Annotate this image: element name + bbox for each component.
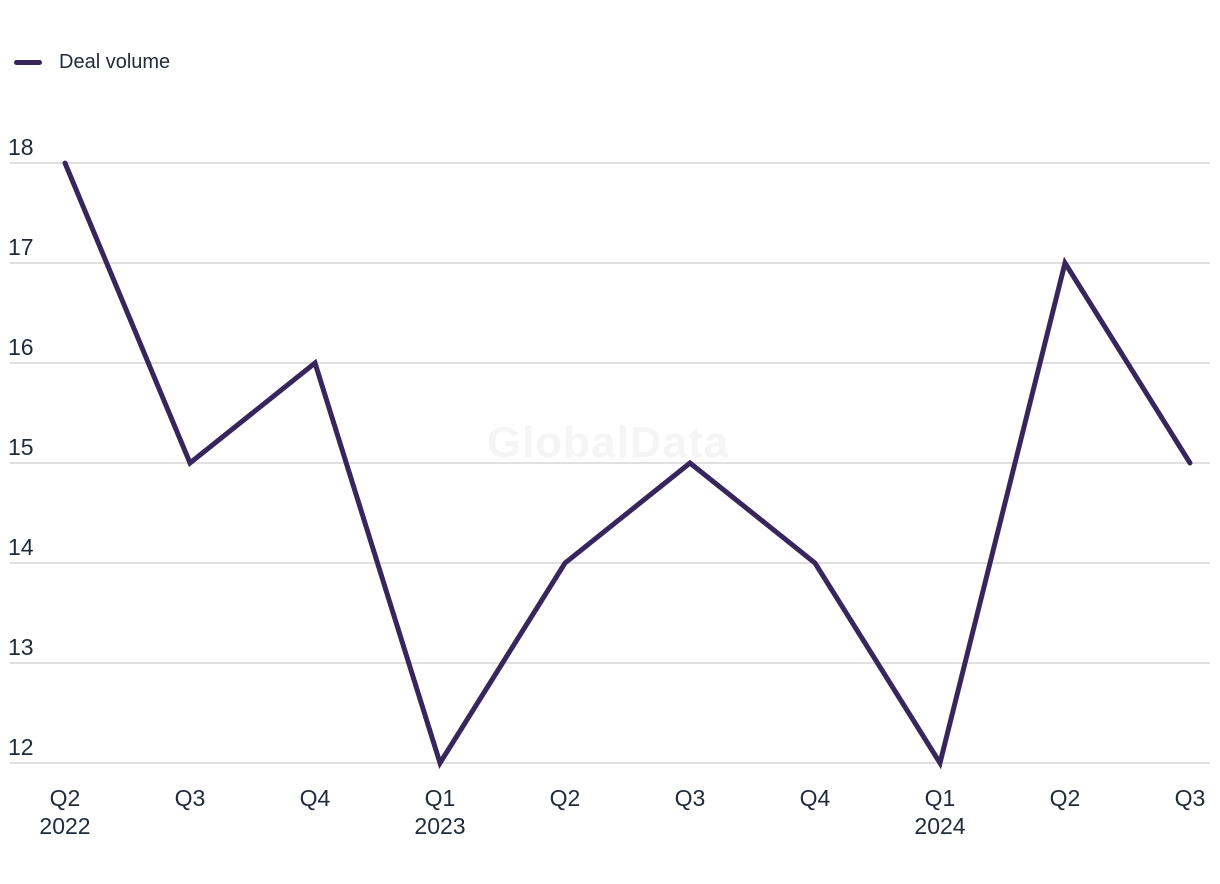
x-tick-year-label: 2022 — [39, 813, 90, 839]
y-tick-label: 14 — [8, 534, 34, 560]
legend-line-swatch — [14, 59, 42, 65]
x-tick-label: Q2 — [550, 785, 581, 811]
y-axis-labels: 12 13 14 15 16 17 18 — [8, 134, 34, 760]
legend-label: Deal volume — [59, 51, 171, 73]
y-tick-label: 12 — [8, 734, 34, 760]
x-tick-label: Q1 — [925, 785, 956, 811]
x-tick-label: Q1 — [425, 785, 456, 811]
y-tick-label: 18 — [8, 134, 34, 160]
y-tick-label: 16 — [8, 334, 34, 360]
deal-volume-line — [62, 160, 1193, 770]
x-tick-label: Q3 — [675, 785, 706, 811]
y-tick-label: 15 — [8, 434, 34, 460]
x-tick-year-label: 2023 — [414, 813, 465, 839]
x-tick-label: Q4 — [300, 785, 331, 811]
x-tick-year-label: 2024 — [914, 813, 965, 839]
y-tick-label: 17 — [8, 234, 34, 260]
x-tick-label: Q2 — [1050, 785, 1081, 811]
x-tick-label: Q3 — [1175, 785, 1206, 811]
watermark: GlobalData — [487, 418, 729, 467]
y-tick-label: 13 — [8, 634, 34, 660]
x-tick-label: Q3 — [175, 785, 206, 811]
legend[interactable]: Deal volume — [14, 50, 170, 74]
x-tick-label: Q2 — [50, 785, 81, 811]
gridlines — [10, 162, 1210, 764]
x-tick-label: Q4 — [800, 785, 831, 811]
